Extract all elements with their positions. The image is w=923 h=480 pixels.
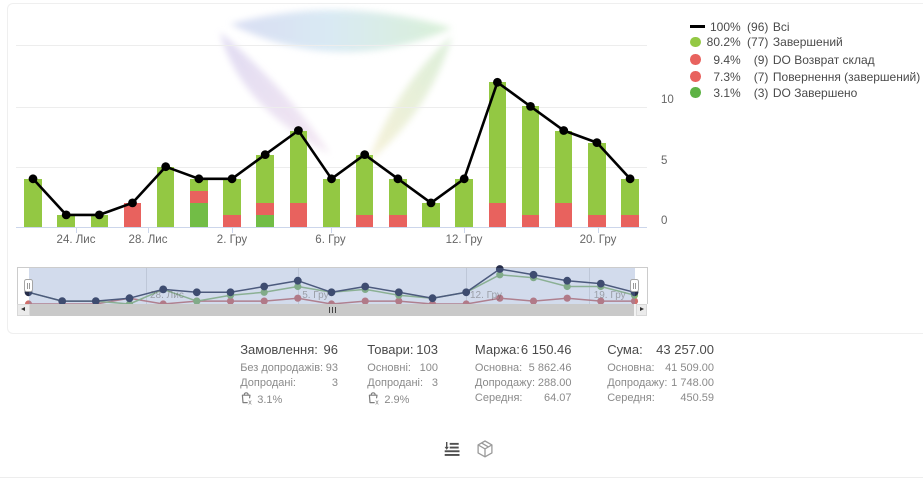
svg-text:x: x	[248, 399, 252, 405]
svg-text:x: x	[376, 399, 380, 405]
